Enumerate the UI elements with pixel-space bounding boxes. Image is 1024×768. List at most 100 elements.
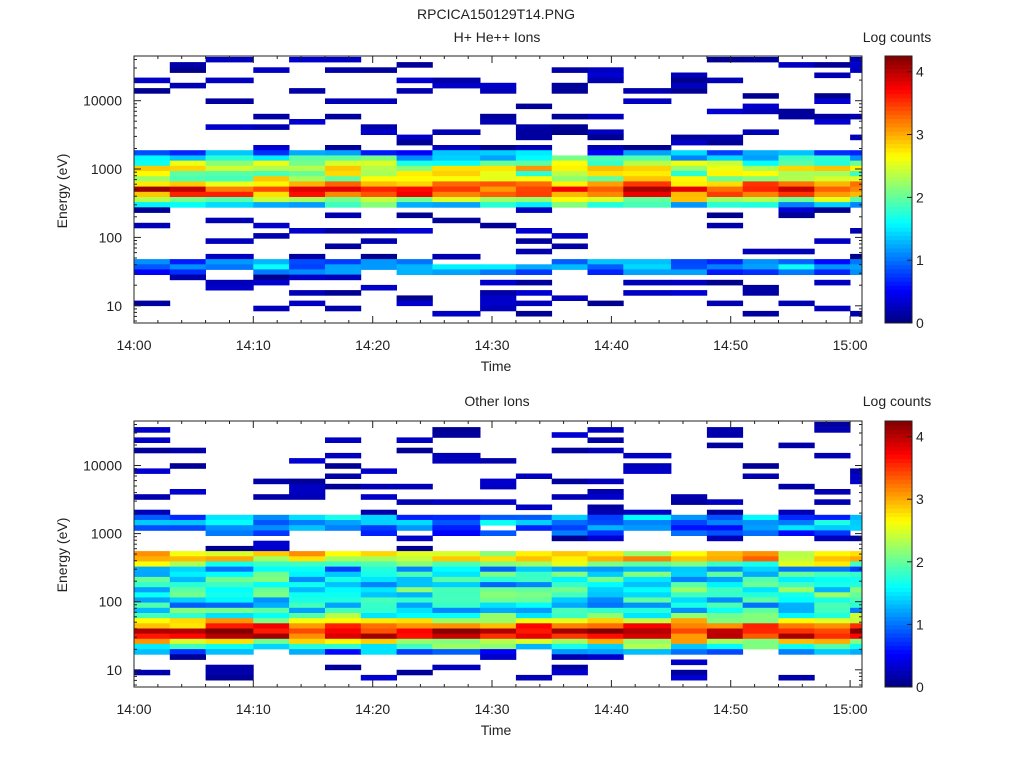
panel-top-heatmap-cell [396,171,433,177]
panel-top-heatmap-cell [480,165,517,172]
panel-top-heatmap-cell [850,259,863,265]
panel-bottom-colorbar-segment [885,674,912,680]
panel-top-colorbar-segment [885,277,912,282]
panel-top: H+ He++ Ions Log counts 14:00 14:10 14:20 1… [54,29,931,374]
panel-top-heatmap-cell [671,269,708,275]
panel-top-heatmap-cell [325,191,362,198]
panel-bottom-colorbar-segment [885,562,912,567]
panel-bottom-heatmap-cell [587,582,624,588]
panel-top-heatmap-cell [623,202,672,208]
panel-bottom-heatmap-cell [396,638,433,645]
panel-top-heatmap-cell [814,197,851,203]
panel-top-heatmap-cell [134,300,171,307]
panel-bottom-heatmap-cell [587,576,624,583]
panel-bottom-colorbar-segment [885,450,912,455]
panel-bottom-heatmap-cell [706,525,744,531]
panel-bottom-heatmap-cell [169,447,206,454]
panel-bottom-colorbar-segment [885,421,912,426]
panel-top-heatmap-cell [814,171,851,177]
panel-bottom-heatmap-cell [134,613,171,619]
panel-top-heatmap-cell [169,62,206,68]
panel-bottom-heatmap-cell [551,576,588,583]
panel-bottom-heatmap-cell [551,556,588,562]
panel-bottom-heatmap-cell [778,628,815,635]
panel-top-heatmap-cell [325,67,362,73]
panel-bottom-heatmap-cell [850,478,863,485]
panel-top-heatmap-cell [742,310,779,317]
panel-bottom-heatmap-cell [480,499,517,505]
panel-bottom-x-tick-label: 15:00 [833,701,868,717]
panel-bottom-heatmap-cell [850,582,863,588]
panel-top-heatmap-cell [205,202,254,208]
panel-bottom-heatmap-cell [134,582,171,588]
panel-top-heatmap-cell [253,181,290,187]
panel-bottom-heatmap-cell [360,582,397,588]
panel-bottom-colorbar-segment [885,441,912,447]
panel-bottom-heatmap-cell [205,551,254,557]
panel-bottom-heatmap-cell [169,607,206,614]
panel-bottom-heatmap-cell [742,566,779,573]
panel-top-heatmap-cell [551,129,588,135]
panel-top-heatmap-cell [480,155,517,161]
panel-top-heatmap-cell [814,202,851,208]
panel-bottom-heatmap-cell [587,571,624,578]
panel-top-heatmap-cell [706,176,744,182]
panel-bottom-heatmap-cell [169,463,206,469]
panel-top-colorbar-segment [885,110,912,115]
panel-bottom-heatmap-cell [778,571,815,578]
panel-top-colorbar-segment [885,185,912,190]
panel-top-heatmap-cell [169,82,206,89]
panel-bottom-heatmap-cell [778,561,815,567]
panel-bottom-heatmap-cell [623,628,672,635]
panel-bottom-heatmap-cell [289,597,326,603]
panel-bottom-heatmap-cell [396,602,433,609]
panel-top-heatmap-cell [706,186,744,193]
panel-bottom-heatmap-cell [432,530,481,536]
panel-bottom-heatmap-cell [325,607,362,614]
panel-bottom-heatmap-cell [205,618,254,624]
panel-bottom-heatmap-cell [623,623,672,629]
panel-top-heatmap-cell [432,181,481,187]
panel-bottom-heatmap-cell [253,602,290,609]
panel-bottom-heatmap-cell [325,649,362,655]
panel-bottom-heatmap-cell [289,478,326,485]
panel-bottom-heatmap-cell [360,649,397,655]
panel-bottom-heatmap-cell [360,576,397,583]
panel-top-heatmap-cell [814,93,851,99]
panel-bottom-heatmap-cell [253,566,290,573]
panel-top-heatmap-cell [134,176,171,182]
panel-top-heatmap-cell [169,259,206,265]
panel-bottom-heatmap-cell [587,556,624,562]
panel-bottom-heatmap-cell [778,566,815,573]
panel-top-heatmap-cell [396,228,433,234]
panel-top-heatmap-cell [623,165,672,172]
panel-top-heatmap-cell [778,171,815,177]
panel-bottom-heatmap-cell [432,576,481,583]
panel-top-heatmap-cell [850,186,863,193]
panel-top-heatmap-cell [623,150,672,156]
panel-bottom-heatmap-cell [742,623,779,629]
panel-top-heatmap-cell [742,150,779,156]
panel-top-heatmap-cell [169,150,206,156]
panel-bottom-heatmap-cell [742,607,779,614]
panel-top-heatmap-cell [253,145,290,151]
panel-bottom-colorbar-segment [885,479,912,484]
panel-bottom-heatmap-cell [134,437,171,443]
panel-top-colorbar-segment [885,285,912,291]
panel-bottom-heatmap-cell [814,530,851,536]
panel-top-heatmap-cell [325,56,362,63]
panel-bottom-heatmap-cell [480,478,517,485]
panel-top-heatmap-cell [778,212,815,219]
panel-bottom-heatmap-cell [432,556,481,562]
panel-bottom-heatmap-cell [778,576,815,583]
panel-bottom-heatmap-cell [814,602,851,609]
panel-top-heatmap-cell [360,264,397,270]
panel-top-heatmap-cell [587,67,624,73]
panel-top-heatmap-cell [325,259,362,265]
panel-bottom-heatmap-cell [134,447,171,454]
panel-top-heatmap-cell [325,228,362,234]
panel-bottom-colorbar-segment [885,545,912,551]
panel-top-heatmap-cell [396,139,433,146]
panel-bottom-heatmap-cell [360,509,397,516]
panel-top-heatmap-cell [134,181,171,187]
